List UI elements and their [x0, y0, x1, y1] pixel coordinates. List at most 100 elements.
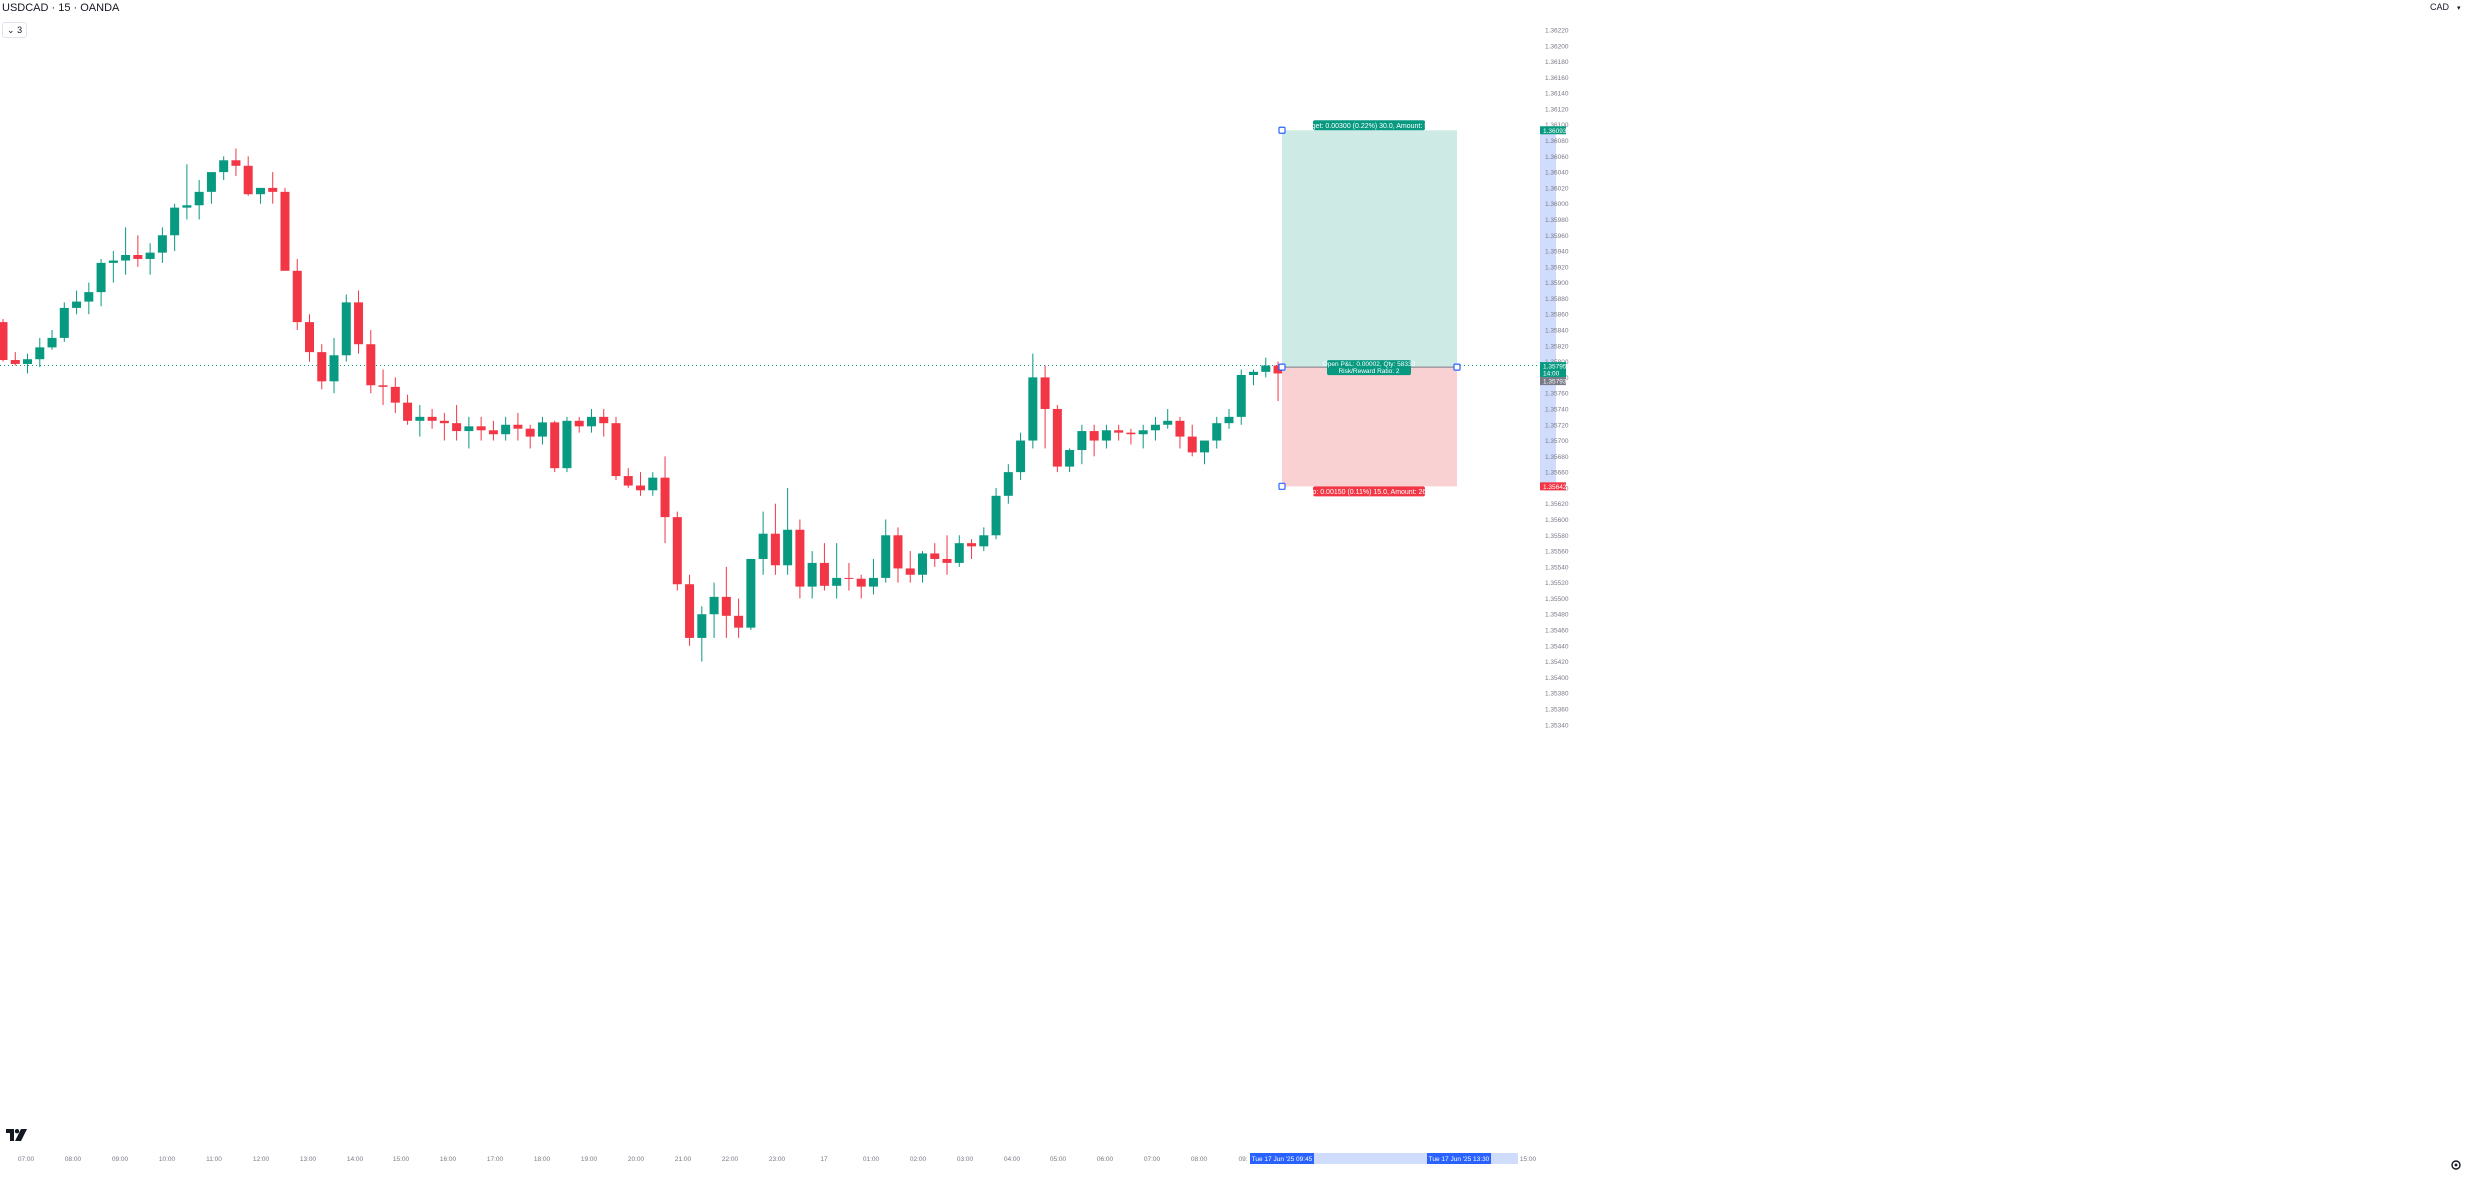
position-profit-zone[interactable] — [1282, 130, 1457, 368]
candle[interactable] — [121, 227, 131, 275]
candle[interactable] — [194, 180, 204, 220]
candle[interactable] — [1003, 464, 1013, 504]
candle[interactable] — [979, 527, 989, 552]
candle[interactable] — [1065, 448, 1075, 473]
candle[interactable] — [439, 412, 449, 441]
candle[interactable] — [231, 148, 241, 177]
candle[interactable] — [550, 420, 560, 473]
candle[interactable] — [1016, 432, 1026, 481]
candle[interactable] — [1101, 424, 1111, 449]
candle[interactable] — [219, 156, 229, 181]
candle[interactable] — [0, 318, 8, 362]
candle[interactable] — [1089, 424, 1099, 457]
candle[interactable] — [611, 416, 621, 481]
candle[interactable] — [390, 377, 400, 413]
candle[interactable] — [133, 235, 143, 267]
candle[interactable] — [305, 314, 314, 362]
candle[interactable] — [807, 551, 817, 599]
candle[interactable] — [881, 519, 891, 583]
settings-gear-icon[interactable] — [2450, 1158, 2462, 1176]
candle[interactable] — [59, 302, 69, 342]
candle[interactable] — [72, 290, 82, 315]
candle[interactable] — [1224, 408, 1234, 429]
candle[interactable] — [488, 420, 498, 441]
candle[interactable] — [905, 551, 915, 583]
candle[interactable] — [942, 535, 952, 575]
candle[interactable] — [1261, 357, 1271, 378]
candle[interactable] — [378, 369, 388, 406]
candle[interactable] — [341, 294, 351, 362]
candle[interactable] — [1187, 424, 1197, 457]
candle[interactable] — [893, 527, 903, 583]
candle[interactable] — [623, 468, 633, 488]
candle[interactable] — [954, 535, 964, 567]
candle[interactable] — [672, 511, 682, 591]
candle[interactable] — [1163, 408, 1173, 429]
candle[interactable] — [967, 539, 977, 559]
candle[interactable] — [366, 330, 376, 394]
candle[interactable] — [844, 562, 854, 591]
position-loss-zone[interactable] — [1282, 367, 1457, 487]
candle[interactable] — [292, 258, 302, 331]
candle[interactable] — [783, 487, 793, 575]
candle[interactable] — [1150, 416, 1160, 441]
candle[interactable] — [255, 187, 265, 204]
candle[interactable] — [35, 337, 45, 368]
candle[interactable] — [991, 487, 1001, 540]
candle[interactable] — [709, 582, 719, 638]
candle[interactable] — [562, 416, 572, 473]
candle[interactable] — [1273, 361, 1283, 402]
candle[interactable] — [1249, 369, 1259, 386]
candle[interactable] — [685, 574, 695, 646]
position-handle-stop[interactable] — [1278, 482, 1286, 490]
candle[interactable] — [819, 543, 829, 591]
candle[interactable] — [599, 408, 609, 437]
candle[interactable] — [10, 352, 20, 366]
candle[interactable] — [586, 408, 596, 433]
position-handle-entry[interactable] — [1278, 363, 1286, 371]
candle[interactable] — [243, 156, 253, 196]
candle[interactable] — [182, 164, 192, 220]
candle[interactable] — [1028, 353, 1038, 449]
candle[interactable] — [452, 405, 462, 441]
candle[interactable] — [280, 187, 290, 271]
candle[interactable] — [1175, 416, 1185, 449]
indicators-toggle-button[interactable]: ⌄ 3 — [2, 22, 28, 38]
candle[interactable] — [636, 472, 646, 496]
candle[interactable] — [1212, 416, 1222, 449]
candle[interactable] — [403, 394, 413, 425]
candle[interactable] — [329, 337, 339, 394]
candle[interactable] — [317, 344, 327, 390]
candle[interactable] — [795, 519, 805, 599]
candle[interactable] — [23, 353, 33, 374]
candle[interactable] — [170, 203, 180, 252]
currency-selector[interactable]: CAD ▾ — [2430, 2, 2461, 12]
candle[interactable] — [1199, 440, 1209, 465]
candle[interactable] — [648, 472, 658, 496]
candle[interactable] — [501, 416, 511, 441]
candle[interactable] — [574, 416, 584, 433]
candle[interactable] — [856, 574, 866, 599]
candle[interactable] — [746, 558, 756, 631]
candle[interactable] — [758, 511, 768, 575]
candle[interactable] — [206, 172, 216, 204]
candle[interactable] — [770, 503, 780, 575]
candle[interactable] — [930, 543, 940, 567]
candle[interactable] — [84, 282, 94, 315]
position-handle-target[interactable] — [1278, 126, 1286, 134]
candle[interactable] — [145, 243, 155, 275]
candle[interactable] — [427, 408, 437, 429]
candle[interactable] — [537, 416, 547, 445]
candle[interactable] — [1138, 424, 1148, 449]
candle[interactable] — [1052, 405, 1062, 473]
candle[interactable] — [464, 416, 474, 449]
candle[interactable] — [1077, 424, 1087, 465]
candle[interactable] — [525, 424, 535, 449]
position-handle-width[interactable] — [1453, 363, 1461, 371]
candle[interactable] — [157, 227, 167, 263]
candle[interactable] — [1236, 369, 1246, 425]
candle[interactable] — [354, 290, 364, 354]
candle[interactable] — [721, 566, 731, 638]
